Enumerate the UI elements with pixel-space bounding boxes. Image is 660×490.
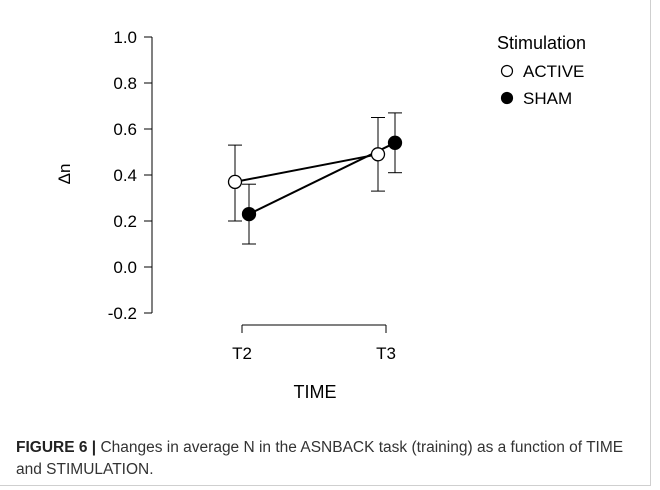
legend: Stimulation ACTIVE SHAM [497,33,586,108]
series-line-sham [248,141,396,215]
y-tick-label: 0.0 [113,258,137,277]
series-layer [227,112,403,245]
data-point-sham [241,206,257,222]
legend-marker-active [500,64,514,78]
x-tick-label: T3 [376,344,396,363]
legend-label-sham: SHAM [523,89,572,108]
y-tick-label: 0.4 [113,166,137,185]
y-tick-label: 0.6 [113,120,137,139]
chart: 1.0 0.8 0.6 0.4 0.2 0.0 -0.2 T2 T3 Stimulation A… [55,28,586,402]
series-line-active [234,153,379,183]
data-point-active [227,174,243,190]
data-point-sham [387,135,403,150]
figure-frame [0,0,651,486]
y-axis-label: Δn [55,164,74,185]
legend-label-active: ACTIVE [523,62,584,81]
data-point-active [370,147,386,162]
y-axis: 1.0 0.8 0.6 0.4 0.2 0.0 -0.2 [108,28,153,323]
y-tick-label: 1.0 [113,28,137,47]
caption-text: Changes in average N in the ASNBACK task… [16,439,624,478]
x-axis-label: TIME [294,382,337,402]
caption-label: FIGURE 6 | [16,439,97,456]
figure-caption: FIGURE 6 | Changes in average N in the A… [16,437,636,481]
y-tick-label: 0.2 [113,212,137,231]
x-axis: T2 T3 [232,324,396,363]
y-tick-label: -0.2 [108,304,137,323]
legend-title: Stimulation [497,33,586,53]
x-tick-label: T2 [232,344,252,363]
legend-marker-sham [500,91,514,105]
y-tick-label: 0.8 [113,74,137,93]
